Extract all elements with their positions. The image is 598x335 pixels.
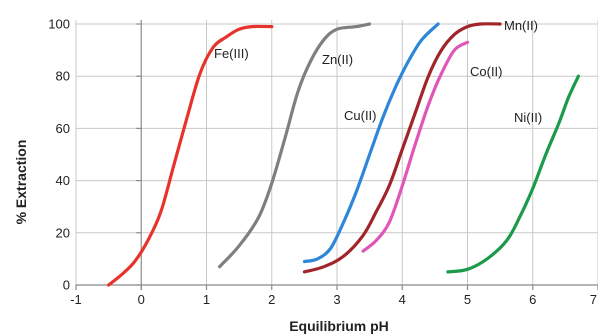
x-tick-label: 2 <box>268 292 275 307</box>
series-labels: Fe(III) Zn(II) Cu(II) Mn(II) Co(II) Ni(II) <box>214 18 542 125</box>
x-axis-title: Equilibrium pH <box>289 318 389 334</box>
x-tick-label: 4 <box>399 292 406 307</box>
y-tick-label: 60 <box>56 121 70 136</box>
y-tick-label: 20 <box>56 225 70 240</box>
y-tick-label: 40 <box>56 173 70 188</box>
x-tick-labels: -1 0 1 2 3 4 5 6 7 <box>70 292 597 307</box>
series-label-mnii: Mn(II) <box>504 18 538 33</box>
x-tick-label: 7 <box>590 292 597 307</box>
x-tick-label: 5 <box>464 292 471 307</box>
y-tick-label: 80 <box>56 69 70 84</box>
y-tick-labels: 0 20 40 60 80 100 <box>48 17 70 293</box>
series-label-znii: Zn(II) <box>322 52 353 67</box>
series-line-cuii <box>302 22 440 264</box>
x-tick-label: 3 <box>333 292 340 307</box>
series-label-coii: Co(II) <box>470 64 503 79</box>
axes <box>75 20 598 290</box>
y-tick-label: 0 <box>63 278 70 293</box>
series-line-znii <box>218 22 372 269</box>
x-tick-label: 6 <box>529 292 536 307</box>
series-curves <box>107 22 580 287</box>
series-line-feiii <box>107 24 274 287</box>
y-tick-label: 100 <box>48 17 70 32</box>
y-axis-title: % Extraction <box>13 140 29 225</box>
x-tick-label: 0 <box>138 292 145 307</box>
series-line-mnii <box>302 22 502 274</box>
series-label-feiii: Fe(III) <box>214 46 249 61</box>
series-line-coii <box>361 40 470 253</box>
x-tick-label: 1 <box>203 292 210 307</box>
x-tick-label: -1 <box>70 292 82 307</box>
series-label-cuii: Cu(II) <box>344 108 377 123</box>
series-label-niii: Ni(II) <box>514 110 542 125</box>
series-line-niii <box>446 74 580 274</box>
